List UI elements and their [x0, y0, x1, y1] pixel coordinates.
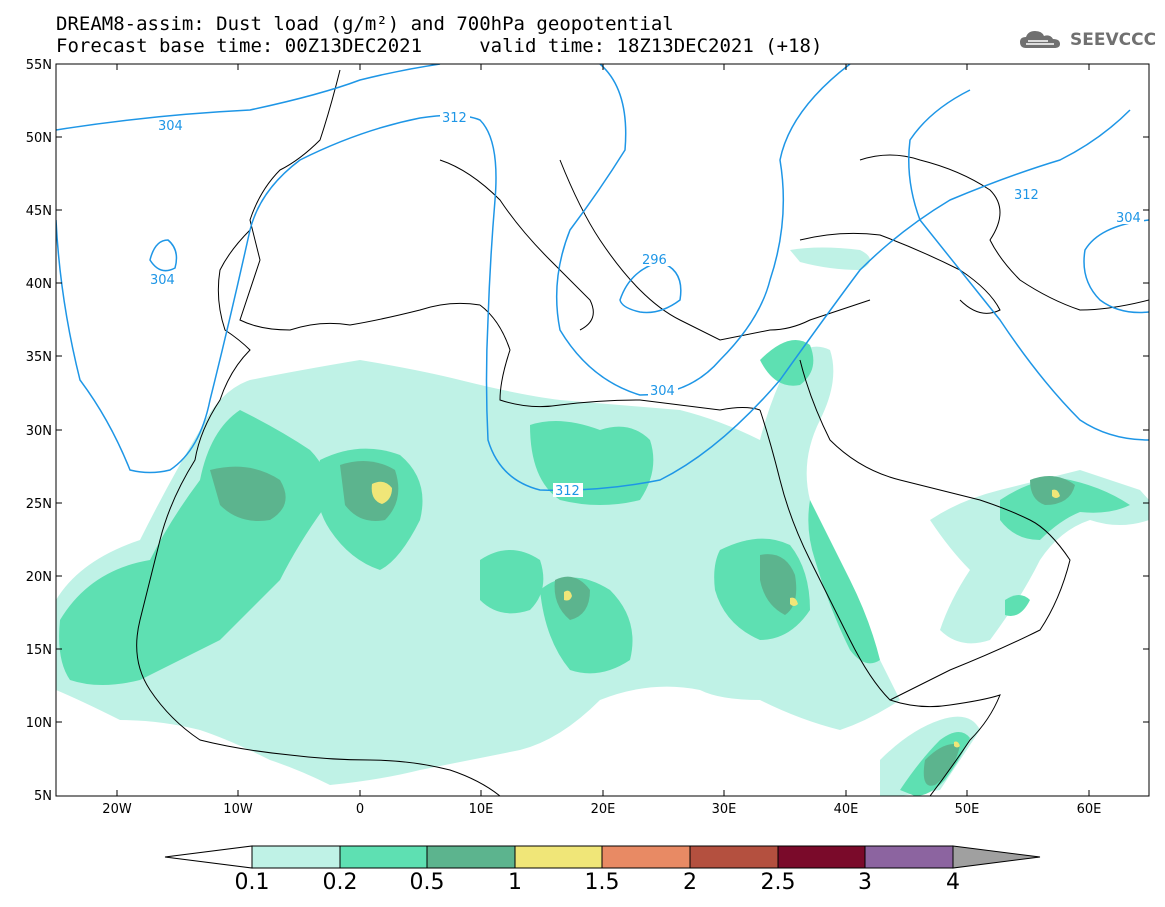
contour-label: 296 [642, 253, 667, 268]
dust-fields [56, 247, 1149, 796]
colorbar-swatch [339, 845, 428, 869]
map-title-line-1: DREAM8-assim: Dust load (g/m²) and 700hP… [56, 13, 674, 35]
colorbar-label: 4 [946, 870, 960, 895]
contour-labels: 304 312 304 296 304 312 312 304 [148, 110, 1144, 499]
seevccc-logo: SEEVCCC [1018, 28, 1156, 52]
lat-label: 50N [26, 131, 52, 146]
colorbar-label: 0.5 [409, 870, 445, 895]
colorbar-swatch [514, 845, 603, 869]
contour-label: 312 [555, 484, 580, 499]
dust-level-1 [371, 481, 1060, 748]
lat-label: 40N [26, 277, 52, 292]
lon-label: 60E [1077, 802, 1102, 817]
lat-label: 20N [26, 570, 52, 585]
lat-label: 45N [26, 204, 52, 219]
contour-label: 304 [158, 119, 183, 134]
contour-label: 304 [150, 273, 175, 288]
colorbar-swatch [601, 845, 691, 869]
contour-label: 304 [1116, 211, 1141, 226]
lon-label: 20W [102, 802, 132, 817]
cloud-icon [1020, 31, 1060, 48]
lon-label: 30E [712, 802, 737, 817]
lon-label: 10E [469, 802, 494, 817]
longitude-axis: 20W 10W 0 10E 20E 30E 40E 50E 60E [102, 64, 1101, 817]
lat-label: 35N [26, 350, 52, 365]
colorbar-swatch [426, 845, 516, 869]
colorbar-high-arrow [952, 845, 1041, 869]
colorbar-swatch [864, 845, 954, 869]
colorbar-label: 0.2 [322, 870, 358, 895]
colorbar-low-arrow [164, 845, 253, 869]
dust-level-0-5 [210, 461, 1075, 786]
map-title-line-2: Forecast base time: 00Z13DEC2021 valid t… [56, 35, 823, 57]
colorbar-swatch [689, 845, 779, 869]
lat-label: 30N [26, 424, 52, 439]
colorbar-swatch [777, 845, 866, 869]
lon-label: 10W [223, 802, 253, 817]
lat-label: 10N [26, 716, 52, 731]
colorbar-label: 1.5 [584, 870, 620, 895]
lat-label: 15N [26, 643, 52, 658]
contour-label: 304 [650, 384, 675, 399]
colorbar [164, 845, 1041, 869]
latitude-axis: 55N 50N 45N 40N 35N 30N 25N 20N 15N 10N … [26, 58, 1149, 804]
lon-label: 20E [591, 802, 616, 817]
colorbar-label: 2 [683, 870, 697, 895]
contour-label: 312 [442, 111, 467, 126]
lon-label: 0 [356, 802, 364, 817]
lat-label: 5N [34, 789, 52, 804]
coastlines [136, 69, 1149, 796]
colorbar-label: 3 [858, 870, 872, 895]
lon-label: 50E [955, 802, 980, 817]
lat-label: 55N [26, 58, 52, 73]
lat-label: 25N [26, 497, 52, 512]
geopotential-contours [56, 64, 1149, 492]
logo-text: SEEVCCC [1070, 30, 1157, 50]
colorbar-swatch [251, 845, 341, 869]
contour-label: 312 [1014, 188, 1039, 203]
colorbar-label: 0.1 [234, 870, 270, 895]
colorbar-label: 1 [508, 870, 522, 895]
colorbar-label: 2.5 [760, 870, 796, 895]
lon-label: 40E [834, 802, 859, 817]
